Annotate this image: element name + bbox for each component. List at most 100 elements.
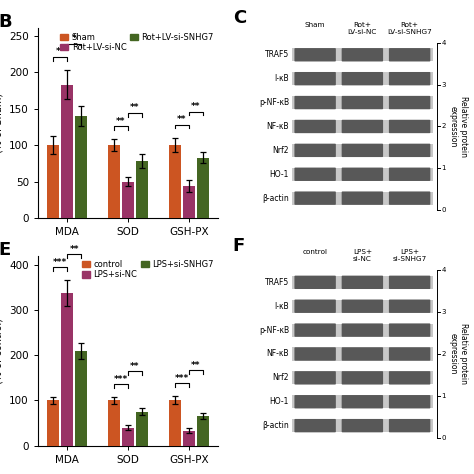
Text: 0: 0: [441, 207, 446, 213]
FancyBboxPatch shape: [294, 395, 336, 409]
Bar: [292, 48, 433, 61]
FancyBboxPatch shape: [294, 300, 336, 313]
Text: TRAF5: TRAF5: [264, 50, 289, 59]
Text: **: **: [55, 47, 65, 56]
Text: 1: 1: [441, 165, 446, 171]
Bar: [292, 300, 433, 313]
Text: Nrf2: Nrf2: [273, 146, 289, 155]
Text: ***: ***: [114, 375, 128, 384]
Bar: [136, 161, 148, 218]
FancyBboxPatch shape: [342, 167, 383, 181]
Text: 4: 4: [441, 267, 446, 273]
FancyBboxPatch shape: [389, 191, 430, 205]
Text: **: **: [191, 361, 201, 370]
Bar: [292, 168, 433, 181]
Bar: [292, 395, 433, 408]
Bar: [169, 145, 181, 218]
Text: HO-1: HO-1: [270, 397, 289, 406]
FancyBboxPatch shape: [294, 323, 336, 337]
FancyBboxPatch shape: [342, 48, 383, 62]
Text: ***: ***: [53, 258, 67, 267]
FancyBboxPatch shape: [342, 395, 383, 409]
Bar: [61, 293, 73, 446]
FancyBboxPatch shape: [294, 96, 336, 109]
FancyBboxPatch shape: [389, 144, 430, 157]
FancyBboxPatch shape: [342, 120, 383, 133]
Text: 2: 2: [441, 351, 446, 357]
Text: Rot+
LV-si-SNHG7: Rot+ LV-si-SNHG7: [387, 22, 432, 35]
Text: **: **: [191, 102, 201, 111]
FancyBboxPatch shape: [389, 323, 430, 337]
Text: p-NF-κB: p-NF-κB: [259, 326, 289, 335]
FancyBboxPatch shape: [294, 275, 336, 289]
Bar: [169, 401, 181, 446]
Text: C: C: [233, 9, 246, 27]
Text: **: **: [177, 115, 187, 124]
Text: TRAF5: TRAF5: [264, 278, 289, 287]
Bar: [75, 116, 87, 218]
Bar: [292, 72, 433, 85]
Text: **: **: [130, 362, 140, 371]
Bar: [136, 412, 148, 446]
FancyBboxPatch shape: [342, 275, 383, 289]
FancyBboxPatch shape: [294, 120, 336, 133]
Text: 4: 4: [441, 40, 446, 46]
Text: Nrf2: Nrf2: [273, 374, 289, 383]
Bar: [108, 401, 120, 446]
Text: Rot+
LV-si-NC: Rot+ LV-si-NC: [348, 22, 377, 35]
Bar: [182, 431, 195, 446]
Text: 2: 2: [441, 123, 446, 129]
Legend: control, LPS+si-NC, LPS+si-SNHG7: control, LPS+si-NC, LPS+si-SNHG7: [82, 260, 214, 279]
FancyBboxPatch shape: [342, 72, 383, 85]
FancyBboxPatch shape: [294, 347, 336, 361]
Text: 3: 3: [441, 309, 446, 315]
Bar: [292, 191, 433, 205]
FancyBboxPatch shape: [389, 48, 430, 62]
FancyBboxPatch shape: [389, 167, 430, 181]
FancyBboxPatch shape: [389, 275, 430, 289]
FancyBboxPatch shape: [342, 323, 383, 337]
Bar: [292, 120, 433, 133]
FancyBboxPatch shape: [342, 96, 383, 109]
Text: ***: ***: [175, 374, 189, 383]
Bar: [122, 428, 134, 446]
Bar: [197, 416, 209, 446]
Bar: [292, 347, 433, 361]
Y-axis label: Relative oxidative stress
(% of control): Relative oxidative stress (% of control): [0, 291, 4, 410]
Bar: [292, 96, 433, 109]
FancyBboxPatch shape: [342, 347, 383, 361]
FancyBboxPatch shape: [389, 347, 430, 361]
FancyBboxPatch shape: [389, 72, 430, 85]
Text: Sham: Sham: [305, 22, 325, 28]
Bar: [292, 144, 433, 157]
Bar: [75, 351, 87, 446]
Bar: [292, 276, 433, 289]
Bar: [197, 157, 209, 218]
Bar: [108, 145, 120, 218]
Text: F: F: [233, 237, 245, 255]
Text: p-NF-κB: p-NF-κB: [259, 98, 289, 107]
Text: **: **: [69, 245, 79, 254]
Bar: [122, 182, 134, 218]
Y-axis label: Relative oxidative stress
(% of Sham): Relative oxidative stress (% of Sham): [0, 64, 4, 183]
FancyBboxPatch shape: [389, 371, 430, 384]
Text: NF-κB: NF-κB: [266, 349, 289, 358]
Text: I-κB: I-κB: [274, 74, 289, 83]
FancyBboxPatch shape: [342, 419, 383, 432]
FancyBboxPatch shape: [294, 371, 336, 384]
Text: β-actin: β-actin: [262, 194, 289, 202]
Text: Relative protein
expression: Relative protein expression: [448, 323, 468, 384]
FancyBboxPatch shape: [389, 300, 430, 313]
Bar: [292, 324, 433, 337]
Text: LPS+
si-SNHG7: LPS+ si-SNHG7: [392, 249, 427, 263]
Text: Relative protein
expression: Relative protein expression: [448, 96, 468, 157]
FancyBboxPatch shape: [389, 120, 430, 133]
Text: LPS+
si-NC: LPS+ si-NC: [353, 249, 372, 263]
Bar: [292, 419, 433, 432]
FancyBboxPatch shape: [294, 167, 336, 181]
Text: B: B: [0, 13, 12, 31]
Text: E: E: [0, 241, 10, 259]
FancyBboxPatch shape: [294, 191, 336, 205]
Bar: [292, 371, 433, 384]
Text: **: **: [116, 117, 126, 126]
